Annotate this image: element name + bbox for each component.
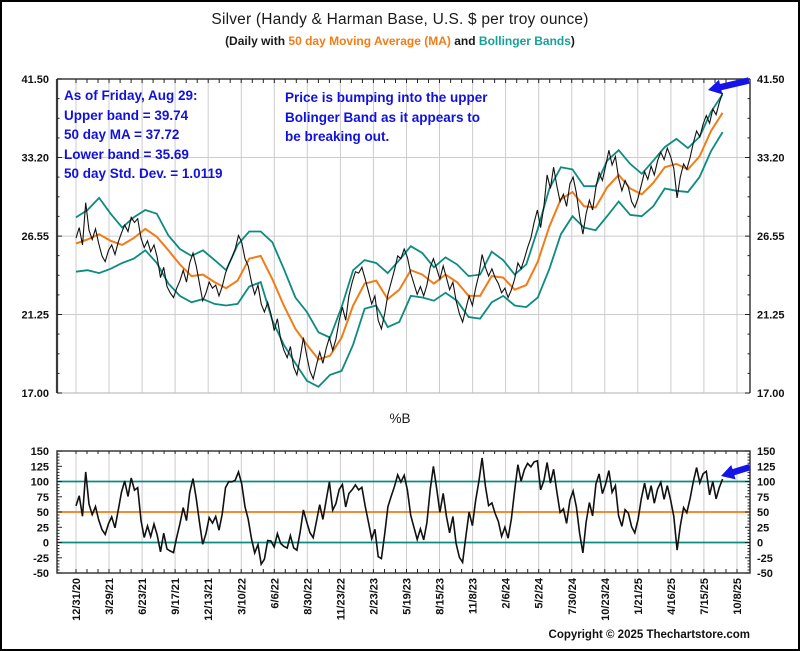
pctb-title: %B bbox=[389, 411, 411, 426]
stats-annotation: As of Friday, Aug 29: Upper band = 39.74… bbox=[64, 86, 222, 184]
main-ytick-label-left: 17.00 bbox=[21, 388, 49, 400]
callout-line-3: be breaking out. bbox=[285, 129, 390, 144]
pctb-line bbox=[75, 457, 724, 567]
date-tick-label: 11/23/22 bbox=[335, 578, 347, 620]
date-tick-label: 5/19/23 bbox=[402, 578, 414, 615]
upper-band-line bbox=[75, 93, 724, 339]
breakout-arrow-icon bbox=[708, 77, 750, 95]
callout-line-2: Bolinger Band as it appears to bbox=[285, 109, 481, 125]
pctb-arrow-icon bbox=[721, 464, 751, 480]
pctb-ytick-label-right: 100 bbox=[757, 477, 775, 489]
pctb-ytick-label-right: -25 bbox=[757, 553, 773, 565]
pctb-ytick-label-right: 25 bbox=[757, 522, 769, 534]
main-ytick-label-right: 41.50 bbox=[757, 74, 785, 86]
date-tick-label: 2/6/24 bbox=[501, 577, 513, 608]
pctb-ytick-label-left: 75 bbox=[37, 492, 49, 504]
main-ytick-label-right: 33.20 bbox=[757, 153, 785, 165]
pctb-ytick-label-left: -25 bbox=[33, 553, 49, 565]
pctb-ytick-label-right: 0 bbox=[757, 538, 763, 550]
pctb-ytick-label-left: 100 bbox=[31, 477, 49, 489]
ma50-line bbox=[75, 112, 724, 361]
date-tick-label: 6/6/22 bbox=[269, 578, 281, 609]
date-tick-label: 10/23/24 bbox=[600, 577, 612, 621]
date-tick-label: 7/30/24 bbox=[567, 577, 579, 615]
date-tick-label: 8/15/23 bbox=[435, 578, 447, 615]
bollinger-legend-label: Bollinger Bands bbox=[478, 34, 571, 48]
date-tick-label: 3/29/21 bbox=[104, 578, 116, 615]
date-tick-label: 9/17/21 bbox=[170, 578, 182, 615]
callout-line-1: Price is bumping into the upper bbox=[285, 90, 488, 105]
lower-band-line bbox=[75, 131, 724, 388]
date-tick-label: 10/8/25 bbox=[732, 578, 744, 615]
date-tick-label: 12/13/21 bbox=[203, 578, 215, 621]
price-line bbox=[75, 92, 724, 381]
date-tick-label: 3/10/22 bbox=[236, 578, 248, 615]
main-ytick-label-left: 26.55 bbox=[21, 231, 49, 243]
main-series bbox=[75, 92, 724, 388]
callout-annotation: Price is bumping into the upper Bolinger… bbox=[285, 88, 488, 147]
pctb-ytick-label-right: -50 bbox=[757, 568, 773, 580]
pctb-ytick-label-right: 125 bbox=[757, 461, 775, 473]
pctb-reference-lines bbox=[57, 480, 750, 544]
date-tick-label: 7/15/25 bbox=[699, 578, 711, 615]
copyright-text: Copyright © 2025 Thechartstore.com bbox=[548, 629, 750, 641]
pctb-ytick-label-left: -50 bbox=[33, 568, 49, 580]
pctb-ytick-label-left: 125 bbox=[31, 461, 49, 473]
date-tick-label: 12/31/20 bbox=[71, 578, 83, 621]
stats-line-ma: 50 day MA = 37.72 bbox=[64, 127, 180, 142]
subtitle-suffix: ) bbox=[570, 34, 575, 48]
chart-subtitle: (Daily with 50 day Moving Average (MA) a… bbox=[2, 34, 798, 48]
pctb-ytick-label-right: 150 bbox=[757, 446, 775, 458]
pctb-ytick-label-left: 0 bbox=[43, 538, 49, 550]
date-tick-label: 2/23/23 bbox=[368, 578, 380, 615]
main-ytick-label-left: 41.50 bbox=[21, 74, 49, 86]
pctb-ytick-label-left: 150 bbox=[31, 446, 49, 458]
pctb-ytick-label-right: 50 bbox=[757, 507, 769, 519]
stats-line-upper: Upper band = 39.74 bbox=[64, 107, 189, 123]
ma-legend-label: 50 day Moving Average (MA) bbox=[288, 34, 451, 48]
date-tick-label: 1/21/25 bbox=[633, 578, 645, 615]
pctb-ytick-label-left: 50 bbox=[37, 507, 49, 519]
pctb-ytick-label-right: 75 bbox=[757, 492, 769, 504]
stats-line-std: 50 day Std. Dev. = 1.0119 bbox=[64, 166, 223, 181]
stats-line-asof: As of Friday, Aug 29: bbox=[64, 88, 198, 103]
date-tick-label: 5/2/24 bbox=[534, 577, 546, 608]
main-ytick-label-right: 17.00 bbox=[757, 388, 785, 400]
date-tick-label: 4/16/25 bbox=[666, 578, 678, 615]
subtitle-and: and bbox=[450, 34, 479, 48]
main-ytick-label-right: 26.55 bbox=[757, 231, 785, 243]
date-tick-label: 11/8/23 bbox=[468, 578, 480, 614]
pctb-ytick-label-left: 25 bbox=[37, 522, 49, 534]
main-ytick-label-right: 21.25 bbox=[757, 310, 785, 322]
date-tick-label: 8/30/22 bbox=[302, 578, 314, 615]
axis-labels: 41.50 41.50 33.20 33.20 26.55 26.55 21.25 21.25… bbox=[21, 74, 784, 621]
date-tick-label: 6/23/21 bbox=[137, 578, 149, 615]
chart-title: Silver (Handy & Harman Base, U.S. $ per … bbox=[211, 11, 589, 28]
main-ytick-label-left: 33.20 bbox=[21, 153, 49, 165]
stats-line-lower: Lower band = 35.69 bbox=[64, 146, 189, 162]
subtitle-prefix: (Daily with bbox=[225, 34, 289, 48]
main-ytick-label-left: 21.25 bbox=[21, 310, 49, 322]
